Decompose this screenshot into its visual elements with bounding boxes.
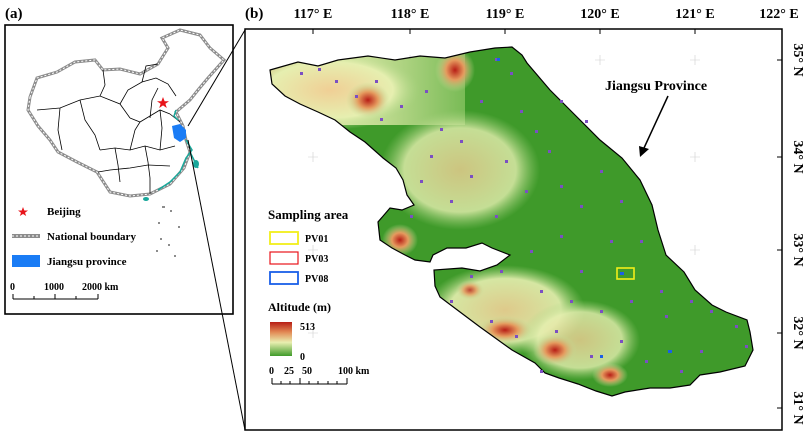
legend-pv01-swatch	[269, 231, 299, 245]
panel-a: (a)	[4, 6, 234, 315]
jiangsu-highlight	[172, 124, 186, 142]
legend-pv08: PV08	[305, 274, 328, 285]
island	[193, 160, 199, 168]
scale-a-tick-1000: 1000	[44, 282, 64, 293]
south-sea-islands	[156, 206, 180, 257]
panel-a-legend: Beijing National boundary Jiangsu provin…	[12, 206, 136, 268]
scale-b-tick-50: 50	[302, 366, 312, 377]
province-outline	[269, 46, 754, 397]
lat-tick-31: 31° N	[790, 391, 805, 424]
latitude-ticks: 35° N 34° N 33° N 32° N 31° N	[790, 43, 805, 424]
legend-national-boundary: National boundary	[47, 231, 136, 243]
longitude-ticks: 117° E 118° E 119° E 120° E 121° E 122° …	[294, 7, 799, 22]
scale-a-tick-2000: 2000 km	[82, 282, 119, 293]
legend-pv03-swatch	[269, 251, 299, 265]
legend-jiangsu: Jiangsu province	[47, 256, 127, 268]
arrow-head-icon	[639, 146, 649, 157]
panel-a-label: (a)	[5, 6, 23, 22]
scale-b-tick-25: 25	[284, 366, 294, 377]
sampling-legend: Sampling area PV01 PV03 PV08	[268, 207, 349, 285]
legend-beijing: Beijing	[47, 206, 81, 218]
altitude-legend: Altitude (m) 513 0	[268, 300, 331, 363]
lat-tick-34: 34° N	[790, 140, 805, 173]
zoom-connectors	[187, 29, 246, 431]
panel-b-scale-bar: 0 25 50 100 km	[269, 366, 370, 385]
panel-b-label: (b)	[245, 6, 263, 22]
sampling-title: Sampling area	[268, 207, 349, 222]
sampling-points	[300, 58, 748, 373]
lat-tick-33: 33° N	[790, 233, 805, 266]
beijing-star-icon	[157, 97, 169, 108]
scale-b-tick-0: 0	[269, 366, 274, 377]
province-arrow	[643, 95, 669, 149]
island	[143, 197, 149, 201]
province-lowland	[270, 47, 753, 396]
lon-tick-119: 119° E	[486, 7, 525, 22]
scale-a-tick-0: 0	[10, 282, 15, 293]
altitude-colorbar	[270, 322, 292, 356]
china-map	[26, 28, 227, 257]
lat-tick-35: 35° N	[790, 43, 805, 76]
altitude-max: 513	[300, 322, 315, 333]
pv01-box	[616, 267, 635, 280]
national-boundary-dash	[27, 29, 225, 197]
legend-pv03: PV03	[305, 254, 328, 265]
scale-b-tick-100: 100 km	[338, 366, 370, 377]
altitude-title: Altitude (m)	[268, 300, 331, 314]
lon-tick-118: 118° E	[391, 7, 430, 22]
lon-tick-122: 122° E	[759, 7, 798, 22]
panel-a-scale-bar: 0 1000 2000 km	[10, 282, 119, 300]
altitude-min: 0	[300, 352, 305, 363]
legend-pv01: PV01	[305, 234, 328, 245]
lon-tick-121: 121° E	[675, 7, 714, 22]
province-label: Jiangsu Province	[605, 79, 707, 94]
lat-tick-32: 32° N	[790, 316, 805, 349]
legend-jiangsu-swatch	[12, 255, 40, 267]
lon-tick-117: 117° E	[294, 7, 333, 22]
jiangsu-relief-map	[269, 46, 754, 397]
legend-pv08-swatch	[269, 271, 299, 285]
province-lines	[36, 63, 181, 194]
legend-star-icon	[18, 207, 28, 216]
sampling-points-blue	[497, 58, 672, 358]
lon-tick-120: 120° E	[580, 7, 619, 22]
panel-b: (b) 117° E 118° E 119° E 120° E 121° E 1…	[244, 6, 805, 431]
